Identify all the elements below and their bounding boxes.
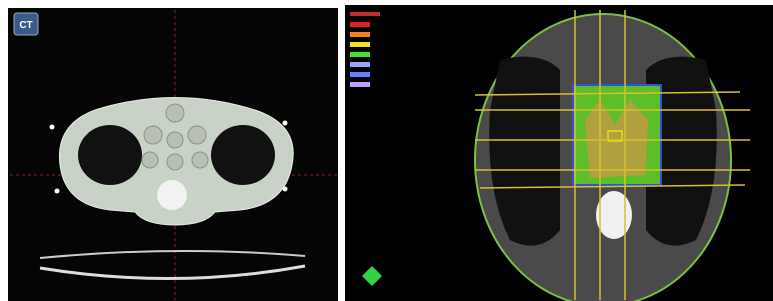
bone [596,191,632,239]
left-lung [78,125,142,185]
screenshot: CT [0,0,773,301]
bone-insert [157,180,187,210]
ct-badge-label: CT [19,20,32,31]
right-lung [211,125,275,185]
plan-panel [345,5,773,301]
ct-panel: CT [8,8,338,301]
